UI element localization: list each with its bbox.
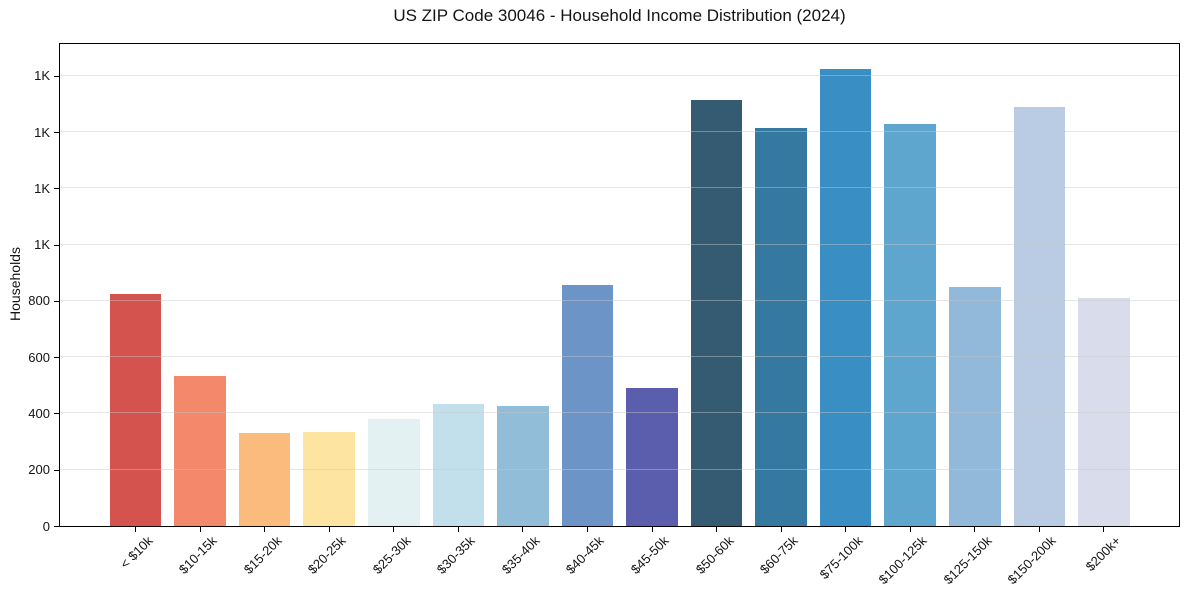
bar bbox=[1078, 298, 1130, 526]
y-tick-label: 200 bbox=[28, 462, 50, 478]
y-tick-label: 1K bbox=[34, 124, 50, 140]
bar bbox=[109, 294, 162, 526]
y-tick-label: 400 bbox=[28, 405, 50, 421]
x-tick-mark bbox=[780, 527, 782, 532]
x-tick-mark bbox=[651, 527, 653, 532]
y-tick-mark bbox=[54, 188, 59, 189]
y-tick-mark bbox=[54, 132, 59, 133]
y-tick-mark bbox=[54, 76, 59, 77]
x-tick-mark bbox=[845, 527, 847, 532]
y-tick-label: 1K bbox=[34, 237, 50, 253]
x-tick-mark bbox=[974, 527, 976, 532]
x-tick-mark bbox=[716, 527, 717, 532]
y-tick-mark bbox=[54, 301, 59, 302]
bar bbox=[690, 99, 743, 526]
y-tick-label: 0 bbox=[42, 518, 50, 534]
bar bbox=[303, 432, 356, 526]
y-tick-label: 1K bbox=[34, 180, 50, 196]
x-tick-mark bbox=[457, 527, 459, 532]
y-axis-title: Households bbox=[7, 247, 23, 321]
bar bbox=[174, 376, 226, 526]
y-tick-label: 1K bbox=[34, 68, 50, 84]
bar bbox=[884, 124, 937, 526]
gridline bbox=[60, 356, 1179, 358]
gridline bbox=[60, 468, 1179, 470]
x-tick-mark bbox=[264, 527, 266, 532]
bar bbox=[432, 403, 485, 526]
y-tick-label: 600 bbox=[28, 349, 50, 365]
y-tick-label: 800 bbox=[28, 293, 50, 309]
gridline bbox=[60, 299, 1179, 301]
gridline bbox=[60, 131, 1179, 133]
x-tick-mark bbox=[393, 527, 395, 532]
gridline bbox=[60, 243, 1179, 245]
x-tick-mark bbox=[909, 527, 911, 532]
y-tick-mark bbox=[54, 470, 59, 471]
y-tick-mark bbox=[54, 245, 59, 246]
x-tick-mark bbox=[1038, 527, 1040, 532]
plot-area bbox=[59, 43, 1180, 527]
bar bbox=[626, 387, 678, 526]
bar bbox=[497, 406, 549, 526]
bar bbox=[561, 285, 614, 526]
x-tick-label: < $10k bbox=[116, 533, 156, 572]
x-tick-mark bbox=[522, 527, 524, 532]
bar bbox=[819, 69, 872, 526]
bar bbox=[755, 127, 807, 526]
x-tick-mark bbox=[328, 527, 330, 532]
bar bbox=[949, 286, 1001, 526]
x-tick-mark bbox=[135, 527, 136, 532]
bar bbox=[1013, 106, 1066, 526]
gridline bbox=[60, 187, 1179, 189]
y-tick-mark bbox=[54, 526, 59, 527]
x-tick-mark bbox=[199, 527, 201, 532]
y-tick-mark bbox=[54, 413, 59, 414]
x-tick-mark bbox=[586, 527, 588, 532]
gridline bbox=[60, 74, 1179, 76]
y-tick-mark bbox=[54, 357, 59, 358]
bar bbox=[238, 432, 291, 526]
gridline bbox=[60, 412, 1179, 414]
bar bbox=[367, 418, 420, 526]
chart-title: US ZIP Code 30046 - Household Income Dis… bbox=[393, 6, 846, 25]
x-tick-mark bbox=[1103, 527, 1105, 532]
